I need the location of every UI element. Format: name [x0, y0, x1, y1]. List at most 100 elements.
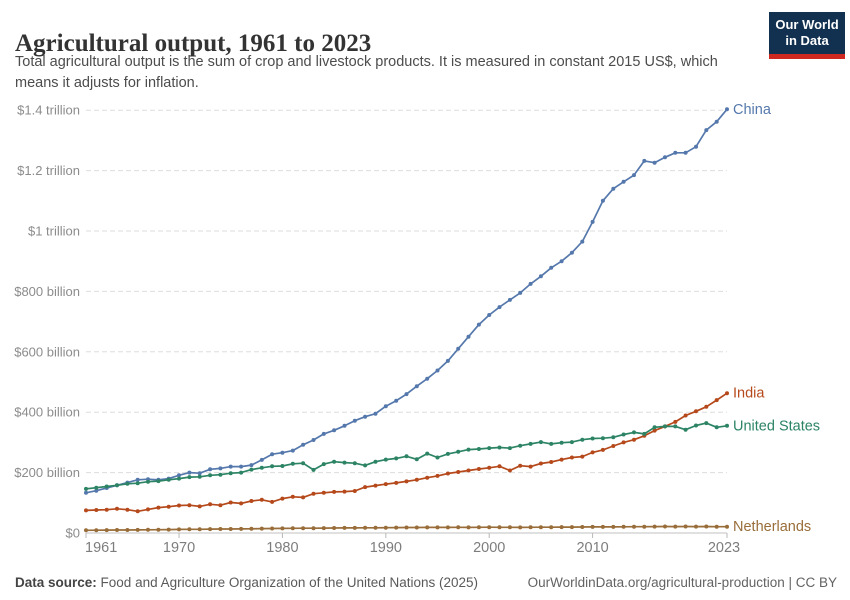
data-point-netherlands[interactable]: [652, 524, 657, 529]
data-point-united-states[interactable]: [352, 461, 357, 466]
data-point-india[interactable]: [414, 477, 419, 482]
data-point-china[interactable]: [197, 471, 202, 476]
data-point-india[interactable]: [363, 485, 368, 490]
data-point-netherlands[interactable]: [435, 525, 440, 530]
data-point-india[interactable]: [125, 507, 130, 512]
data-point-china[interactable]: [435, 368, 440, 373]
data-point-china[interactable]: [621, 179, 626, 184]
owid-logo[interactable]: Our World in Data: [769, 12, 845, 59]
data-point-india[interactable]: [538, 461, 543, 466]
data-point-india[interactable]: [187, 503, 192, 508]
data-point-china[interactable]: [476, 322, 481, 327]
data-point-china[interactable]: [373, 411, 378, 416]
data-point-united-states[interactable]: [383, 457, 388, 462]
data-point-netherlands[interactable]: [373, 525, 378, 530]
data-point-netherlands[interactable]: [146, 527, 150, 532]
data-point-united-states[interactable]: [590, 436, 595, 441]
data-point-netherlands[interactable]: [166, 527, 171, 532]
data-point-china[interactable]: [704, 128, 709, 133]
data-point-united-states[interactable]: [549, 441, 554, 446]
data-point-united-states[interactable]: [321, 462, 326, 467]
data-point-united-states[interactable]: [528, 441, 533, 446]
data-point-united-states[interactable]: [125, 481, 130, 486]
data-point-india[interactable]: [104, 507, 109, 512]
data-point-china[interactable]: [600, 198, 605, 203]
data-point-india[interactable]: [590, 450, 595, 455]
data-point-india[interactable]: [507, 468, 512, 473]
data-point-china[interactable]: [714, 119, 719, 124]
data-point-united-states[interactable]: [394, 456, 399, 461]
data-point-united-states[interactable]: [301, 461, 306, 466]
data-point-india[interactable]: [197, 504, 202, 509]
data-point-netherlands[interactable]: [538, 525, 543, 530]
data-point-united-states[interactable]: [559, 440, 564, 445]
data-point-india[interactable]: [342, 489, 347, 494]
data-point-netherlands[interactable]: [507, 525, 512, 530]
data-point-china[interactable]: [673, 150, 678, 155]
data-point-united-states[interactable]: [663, 424, 667, 429]
data-point-netherlands[interactable]: [197, 527, 202, 532]
data-point-united-states[interactable]: [363, 463, 368, 468]
data-point-united-states[interactable]: [270, 464, 275, 469]
data-point-united-states[interactable]: [187, 475, 192, 480]
data-point-netherlands[interactable]: [94, 528, 99, 533]
data-point-india[interactable]: [373, 483, 378, 488]
data-point-united-states[interactable]: [404, 454, 409, 459]
data-point-india[interactable]: [456, 470, 461, 474]
data-point-india[interactable]: [694, 409, 698, 414]
data-point-india[interactable]: [559, 457, 564, 462]
data-point-china[interactable]: [425, 376, 430, 381]
data-point-netherlands[interactable]: [280, 526, 285, 531]
data-point-india[interactable]: [652, 428, 657, 433]
data-point-china[interactable]: [725, 107, 729, 112]
data-point-united-states[interactable]: [177, 476, 181, 481]
data-point-india[interactable]: [290, 494, 295, 499]
data-point-united-states[interactable]: [435, 455, 440, 460]
data-point-united-states[interactable]: [725, 423, 729, 428]
data-point-united-states[interactable]: [208, 473, 213, 478]
data-point-netherlands[interactable]: [590, 524, 595, 529]
data-point-india[interactable]: [435, 473, 440, 478]
data-point-india[interactable]: [115, 506, 119, 511]
data-point-netherlands[interactable]: [332, 526, 337, 530]
data-point-netherlands[interactable]: [683, 524, 688, 529]
data-point-china[interactable]: [332, 428, 337, 433]
data-point-netherlands[interactable]: [642, 524, 647, 529]
data-point-china[interactable]: [497, 305, 502, 310]
data-point-united-states[interactable]: [694, 423, 698, 428]
data-point-netherlands[interactable]: [342, 525, 347, 530]
data-point-united-states[interactable]: [156, 479, 161, 484]
data-point-india[interactable]: [528, 464, 533, 469]
data-point-united-states[interactable]: [166, 477, 171, 482]
data-point-china[interactable]: [249, 463, 254, 468]
series-label-india[interactable]: India: [733, 386, 765, 402]
data-point-china[interactable]: [694, 144, 698, 149]
data-point-united-states[interactable]: [497, 445, 502, 450]
data-point-china[interactable]: [321, 431, 326, 436]
data-point-china[interactable]: [611, 186, 616, 191]
data-point-china[interactable]: [445, 358, 450, 363]
data-point-china[interactable]: [404, 392, 409, 397]
data-point-netherlands[interactable]: [569, 525, 574, 530]
data-point-india[interactable]: [487, 465, 492, 470]
data-point-united-states[interactable]: [683, 427, 688, 432]
data-point-netherlands[interactable]: [104, 528, 109, 533]
data-point-india[interactable]: [166, 504, 171, 509]
data-point-united-states[interactable]: [259, 465, 264, 470]
data-point-netherlands[interactable]: [487, 525, 492, 530]
data-point-united-states[interactable]: [704, 421, 709, 426]
data-point-india[interactable]: [673, 419, 678, 424]
data-point-netherlands[interactable]: [290, 526, 295, 531]
data-point-china[interactable]: [187, 470, 192, 475]
data-point-united-states[interactable]: [311, 467, 316, 472]
data-point-netherlands[interactable]: [177, 527, 181, 532]
data-point-netherlands[interactable]: [632, 524, 636, 529]
data-point-united-states[interactable]: [414, 457, 419, 462]
data-point-india[interactable]: [404, 479, 409, 484]
data-point-india[interactable]: [332, 489, 337, 494]
data-point-united-states[interactable]: [94, 485, 99, 490]
data-point-india[interactable]: [714, 398, 719, 403]
data-point-netherlands[interactable]: [704, 524, 709, 529]
data-point-china[interactable]: [569, 250, 574, 255]
data-point-united-states[interactable]: [476, 447, 481, 451]
